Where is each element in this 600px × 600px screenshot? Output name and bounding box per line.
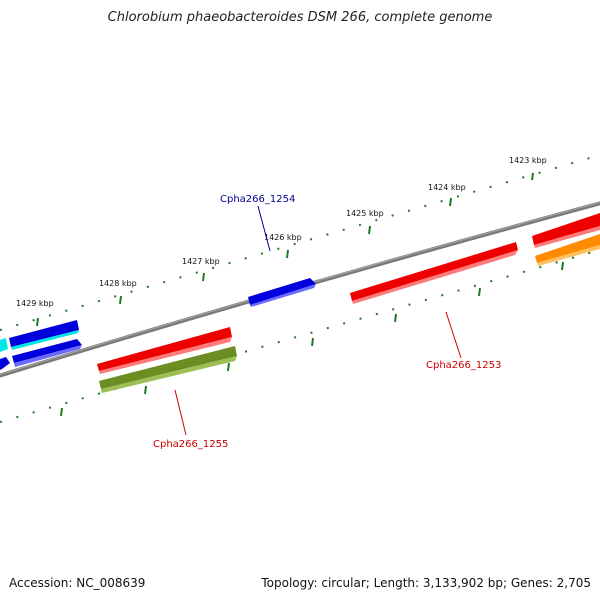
accession-text: Accession: NC_008639 [9,576,146,590]
major-tick [368,225,371,235]
major-tick [286,249,289,259]
outer-major-ticks [36,172,534,327]
map-title: Chlorobium phaeobacteroides DSM 266, com… [107,10,493,25]
major-tick [561,261,564,271]
tick-label: 1429 kbp [16,299,54,308]
major-tick [311,337,314,347]
inner-major-ticks [60,261,564,417]
gene-cpha266-1254[interactable] [248,278,316,307]
gene-right-red[interactable] [532,213,600,248]
major-tick [36,317,39,327]
tick-label: 1424 kbp [428,183,466,192]
gene-edge-cyan[interactable] [0,338,8,352]
major-tick [144,385,147,395]
tick-label: 1428 kbp [99,279,137,288]
gene-label-cpha266-1253: Cpha266_1253 [426,360,501,371]
major-tick [227,362,230,372]
outer-scale-dots [0,154,600,331]
major-tick [478,287,481,297]
callout-line-cpha266-1254 [257,205,271,252]
tick-label: 1425 kbp [346,209,384,218]
gene-cpha266-1255[interactable] [99,346,237,393]
genome-summary-text: Topology: circular; Length: 3,133,902 bp… [261,576,591,590]
gene-label-cpha266-1255: Cpha266_1255 [153,439,228,450]
gene-left-blue-upper[interactable] [9,320,79,350]
gene-right-orange[interactable] [535,234,600,266]
major-tick [449,197,452,207]
major-tick [119,295,122,305]
tick-label: 1427 kbp [182,257,220,266]
major-tick [60,407,63,417]
inner-scale-dots [0,249,600,423]
gene-label-cpha266-1254: Cpha266_1254 [220,194,295,205]
gene-cpha266-1253[interactable] [350,242,518,304]
major-tick [394,313,397,323]
tick-label: 1423 kbp [509,156,547,165]
major-tick [202,272,205,282]
tick-label: 1426 kbp [264,233,302,242]
major-tick [531,172,534,181]
callout-line-cpha266-1255 [174,389,187,436]
gene-left-blue-lower[interactable] [12,339,82,367]
gene-cpha266-1255-red[interactable] [97,327,232,374]
callout-line-cpha266-1253 [445,311,462,359]
gene-edge-blue[interactable] [0,357,10,370]
